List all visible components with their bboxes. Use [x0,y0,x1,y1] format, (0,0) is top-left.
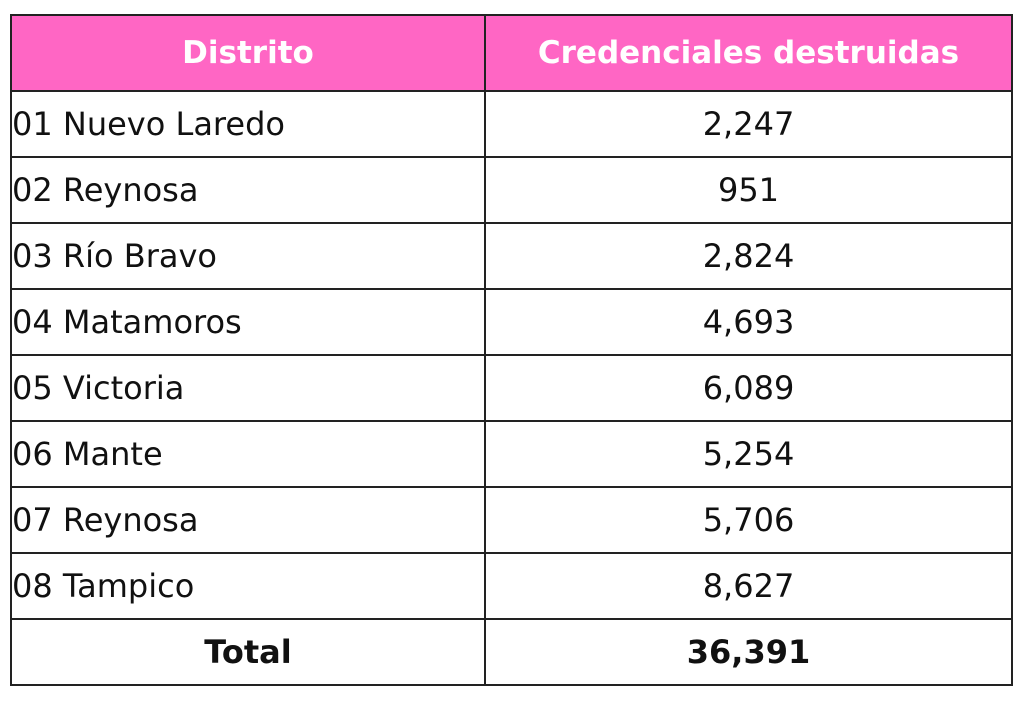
table-row: 05 Victoria 6,089 [10,354,1013,422]
value-cell: 5,706 [484,486,1013,554]
value-cell: 2,824 [484,222,1013,290]
value-cell: 8,627 [484,552,1013,620]
table-row: 01 Nuevo Laredo 2,247 [10,90,1013,158]
district-cell: 08 Tampico [10,552,486,620]
district-cell: 01 Nuevo Laredo [10,90,486,158]
total-row: Total 36,391 [10,618,1013,686]
table-row: 06 Mante 5,254 [10,420,1013,488]
district-cell: 03 Río Bravo [10,222,486,290]
district-cell: 07 Reynosa [10,486,486,554]
table-row: 02 Reynosa 951 [10,156,1013,224]
value-cell: 4,693 [484,288,1013,356]
table-row: 08 Tampico 8,627 [10,552,1013,620]
district-cell: 02 Reynosa [10,156,486,224]
header-row: Distrito Credenciales destruidas [10,14,1013,92]
value-cell: 6,089 [484,354,1013,422]
district-cell: 05 Victoria [10,354,486,422]
column-header-distrito: Distrito [10,14,486,92]
value-cell: 5,254 [484,420,1013,488]
district-cell: 06 Mante [10,420,486,488]
total-label: Total [10,618,486,686]
column-header-credenciales: Credenciales destruidas [484,14,1013,92]
value-cell: 951 [484,156,1013,224]
table-row: 04 Matamoros 4,693 [10,288,1013,356]
district-cell: 04 Matamoros [10,288,486,356]
value-cell: 2,247 [484,90,1013,158]
table-row: 03 Río Bravo 2,824 [10,222,1013,290]
credentials-table: Distrito Credenciales destruidas 01 Nuev… [10,14,1013,686]
total-value: 36,391 [484,618,1013,686]
table-row: 07 Reynosa 5,706 [10,486,1013,554]
